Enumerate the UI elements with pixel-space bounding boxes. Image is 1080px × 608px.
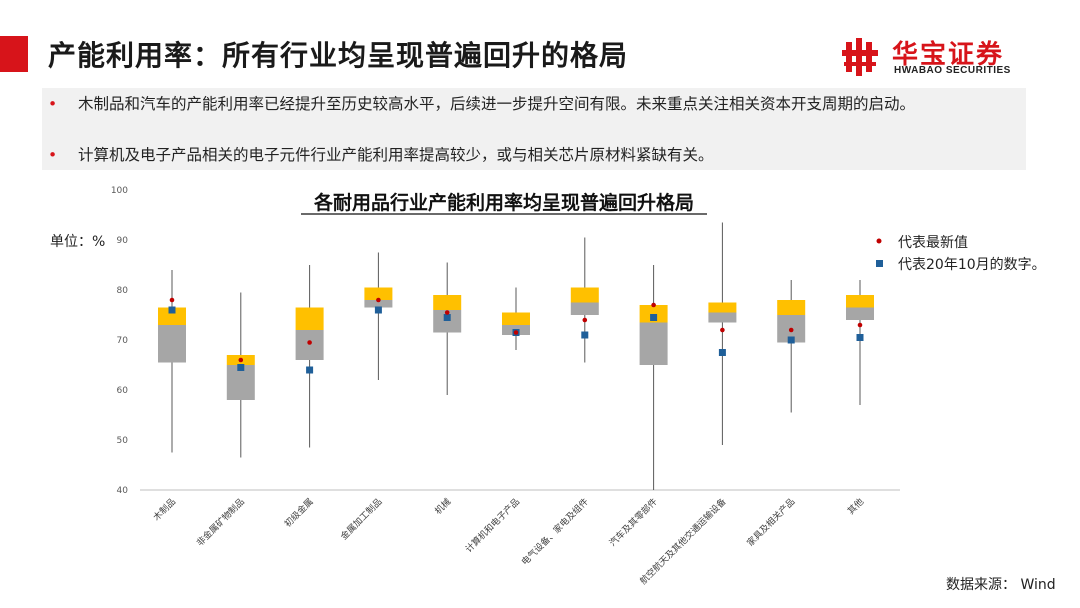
box-upper	[570, 287, 599, 303]
x-tick-label: 汽车及其零部件	[607, 496, 660, 549]
x-tick-label: 非金属矿物制品	[194, 496, 247, 549]
latest-marker	[651, 302, 656, 308]
bullet-dot-icon: •	[48, 146, 58, 164]
y-tick-label: 90	[117, 236, 129, 246]
oct2020-marker	[787, 336, 795, 344]
y-tick-label: 80	[117, 286, 129, 296]
box-lower	[295, 330, 324, 360]
box-upper	[364, 287, 393, 300]
title-accent-bar	[0, 36, 28, 72]
x-axis: 木制品 非金属矿物制品 初级金属 金属加工制品 机械 计算机和电子产品电气设备、家电及组件…	[140, 489, 900, 587]
box-lower	[639, 322, 668, 365]
x-tick-label: 其他	[845, 496, 866, 517]
unit-label: 单位：%	[50, 234, 106, 250]
latest-marker	[376, 297, 381, 303]
logo-name-cn: 华宝证券	[892, 40, 1005, 70]
company-logo: 华宝证券 HWABAO SECURITIES	[842, 34, 1042, 78]
page-title: 产能利用率：所有行业均呈现普遍回升的格局	[48, 39, 629, 72]
legend-label: 代表最新值	[898, 235, 968, 251]
y-tick-label: 100	[111, 186, 128, 196]
latest-marker	[169, 297, 175, 303]
box-series	[158, 222, 874, 490]
y-tick-label: 40	[117, 486, 129, 496]
x-tick-label: 初级金属	[282, 496, 316, 530]
box-upper	[846, 295, 874, 308]
box-upper	[433, 295, 462, 310]
x-tick-label: 机械	[432, 496, 453, 517]
logo-name-en: HWABAO SECURITIES	[894, 65, 1011, 76]
oct2020-marker	[237, 364, 245, 371]
box-upper	[502, 312, 530, 325]
bullet-text: 木制品和汽车的产能利用率已经提升至历史较高水平，后续进一步提升空间有限。未来重点…	[78, 95, 916, 113]
box-upper	[158, 307, 186, 325]
y-axis: 40 50 60 70 80 90 100	[111, 186, 128, 496]
legend-label: 代表20年10月的数字。	[898, 257, 1046, 273]
latest-marker	[307, 340, 312, 345]
y-tick-label: 50	[117, 436, 129, 446]
bullet-text: 计算机及电子产品相关的电子元件行业产能利用率提高较少，或与相关芯片原材料紧缺有关…	[78, 146, 714, 164]
bullet-dot-icon: •	[48, 95, 58, 113]
oct2020-marker	[168, 306, 176, 314]
chart-title: 各耐用品行业产能利用率均呈现普遍回升格局	[313, 191, 694, 214]
x-tick-label: 家具及相关产品	[744, 496, 797, 549]
latest-marker	[582, 317, 588, 323]
red-dot-icon	[876, 238, 882, 244]
latest-marker	[238, 357, 244, 363]
summary-box: • 木制品和汽车的产能利用率已经提升至历史较高水平，后续进一步提升空间有限。未来…	[42, 88, 1026, 170]
box-lower	[433, 310, 462, 333]
oct2020-marker	[581, 331, 589, 339]
data-source: 数据来源： Wind	[946, 577, 1056, 593]
oct2020-marker	[374, 306, 382, 314]
oct2020-marker	[306, 366, 314, 374]
latest-marker	[513, 330, 519, 335]
oct2020-marker	[443, 314, 451, 321]
box-lower	[570, 302, 599, 315]
latest-marker	[857, 322, 863, 328]
oct2020-marker	[718, 349, 726, 356]
box-lower	[158, 325, 186, 363]
oct2020-marker	[856, 334, 864, 341]
x-tick-label: 木制品	[151, 496, 179, 524]
x-tick-label: 计算机和电子产品	[463, 496, 522, 555]
box-upper	[777, 300, 806, 315]
bullet-item: • 木制品和汽车的产能利用率已经提升至历史较高水平，后续进一步提升空间有限。未来…	[48, 93, 1023, 116]
x-tick-label: 金属加工制品	[338, 496, 385, 543]
box-lower	[846, 307, 874, 320]
box-lower	[708, 312, 737, 323]
bullet-item: • 计算机及电子产品相关的电子元件行业产能利用率提高较少，或与相关芯片原材料紧缺…	[48, 144, 1023, 167]
hwabao-logo-icon	[842, 38, 878, 76]
latest-marker	[788, 327, 794, 333]
y-tick-label: 70	[117, 336, 129, 346]
oct2020-marker	[650, 314, 658, 321]
box-upper	[295, 307, 324, 330]
y-tick-label: 60	[117, 386, 129, 396]
latest-marker	[720, 327, 725, 333]
box-lower	[364, 300, 393, 308]
blue-square-icon	[876, 260, 883, 267]
box-upper	[708, 302, 737, 313]
x-tick-label: 电气设备、家电及组件	[519, 496, 591, 568]
box-upper	[639, 305, 668, 323]
latest-marker	[444, 310, 450, 315]
